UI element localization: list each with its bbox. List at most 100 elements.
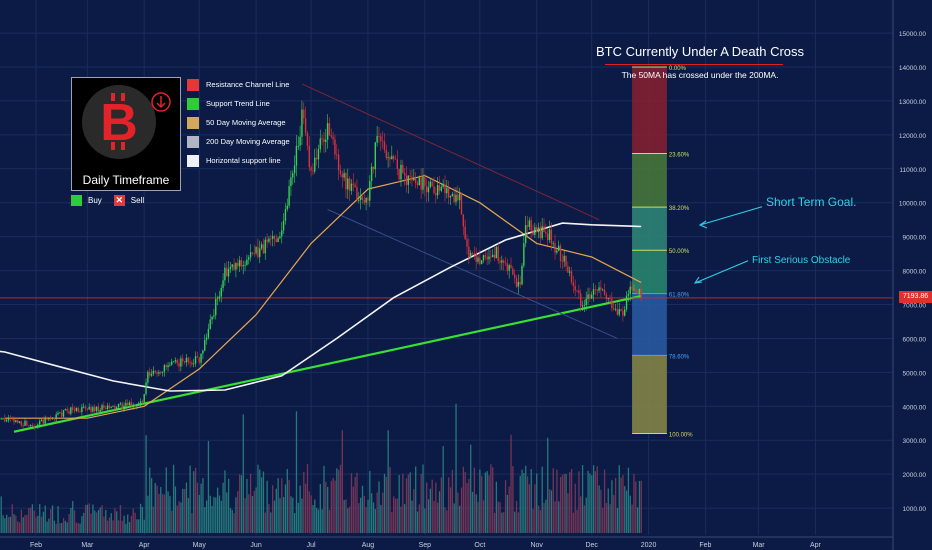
candle-body <box>136 403 138 407</box>
candle-body <box>2 417 4 419</box>
volume-bar <box>424 508 426 533</box>
candle-body <box>624 309 626 316</box>
candle-body <box>119 403 122 405</box>
volume-bar <box>503 512 505 533</box>
candle-body <box>160 372 162 374</box>
volume-bar <box>508 486 510 533</box>
candle-body <box>534 227 536 235</box>
sell-x-icon: ✕ <box>113 195 125 206</box>
candle-body <box>413 178 415 181</box>
candle-body <box>468 246 470 258</box>
volume-bar <box>537 505 540 533</box>
candle-body <box>187 357 189 363</box>
candle-body <box>592 289 595 295</box>
logo-box: B Daily Timeframe <box>71 77 181 191</box>
fib-level-label: 61.80% <box>669 293 690 299</box>
volume-bar <box>18 522 21 533</box>
candle-body <box>7 418 10 421</box>
candle-body <box>167 365 169 368</box>
candle-body <box>625 295 628 310</box>
volume-bar <box>506 495 509 533</box>
candle-body <box>391 156 393 160</box>
candle-body <box>284 209 287 221</box>
volume-bar <box>402 473 404 533</box>
x-tick-label: Apr <box>139 542 151 549</box>
candle-body <box>350 183 353 191</box>
volume-bar <box>253 491 255 533</box>
volume-bar <box>172 464 175 533</box>
candle-body <box>455 194 457 202</box>
candle-body <box>215 299 217 316</box>
candle-body <box>110 406 112 408</box>
candle-body <box>469 252 472 258</box>
candle-body <box>541 226 543 238</box>
candle-body <box>18 421 21 423</box>
candle-body <box>635 288 637 292</box>
legend-swatch <box>187 116 199 129</box>
legend-item: Support Trend Line <box>187 94 290 113</box>
candle-body <box>180 358 182 367</box>
volume-bar <box>519 475 521 533</box>
candle-body <box>130 402 133 406</box>
candle-body <box>196 356 199 358</box>
volume-bar <box>271 485 274 533</box>
volume-bar <box>169 496 171 533</box>
candle-body <box>385 150 387 158</box>
candle-body <box>172 361 175 363</box>
candle-body <box>77 407 79 412</box>
volume-bar <box>515 500 518 533</box>
volume-bar <box>321 509 323 533</box>
x-tick-label: Sep <box>419 542 432 549</box>
volume-bar <box>594 471 597 533</box>
volume-bar <box>106 520 109 533</box>
volume-bar <box>207 441 210 533</box>
candle-body <box>277 238 279 243</box>
volume-bar <box>301 498 303 533</box>
volume-bar <box>183 489 186 533</box>
volume-bar <box>389 467 391 533</box>
candle-body <box>229 266 232 270</box>
candle-body <box>279 236 281 239</box>
volume-bar <box>50 509 52 533</box>
volume-bar <box>624 486 626 533</box>
candle-body <box>369 181 371 201</box>
volume-bar <box>404 504 406 533</box>
fib-level-label: 78.60% <box>669 354 690 360</box>
volume-bar <box>4 518 6 533</box>
candle-body <box>347 178 349 190</box>
volume-bar <box>134 512 136 533</box>
legend-label: Resistance Channel Line <box>206 80 290 89</box>
candle-body <box>268 238 270 242</box>
candle-body <box>477 257 479 262</box>
candle-body <box>409 175 411 177</box>
volume-bar <box>7 517 10 533</box>
candle-body <box>4 417 6 422</box>
legend: Resistance Channel Line Support Trend Lin… <box>187 75 290 170</box>
fib-level-label: 50.00% <box>669 249 690 255</box>
volume-bar <box>97 510 100 533</box>
candle-body <box>422 177 424 190</box>
volume-bar <box>380 504 382 533</box>
support-trend-line <box>13 294 642 433</box>
volume-bar <box>130 515 133 533</box>
candle-body <box>216 298 219 300</box>
candle-body <box>90 407 92 412</box>
volume-bar <box>112 520 114 533</box>
candle-body <box>433 186 435 194</box>
volume-bar <box>343 500 345 533</box>
volume-bar <box>238 474 241 533</box>
volume-bar <box>178 501 180 533</box>
volume-bar <box>0 496 2 533</box>
volume-bar <box>105 510 107 533</box>
candle-body <box>319 138 321 150</box>
candle-body <box>244 264 246 266</box>
volume-bar <box>281 478 283 533</box>
candle-body <box>44 418 46 424</box>
volume-bar <box>451 469 454 533</box>
candle-body <box>513 274 516 279</box>
volume-bar <box>635 481 637 533</box>
volume-bar <box>317 509 320 533</box>
volume-bar <box>512 466 514 533</box>
candle-body <box>488 256 490 260</box>
candle-body <box>402 164 404 173</box>
